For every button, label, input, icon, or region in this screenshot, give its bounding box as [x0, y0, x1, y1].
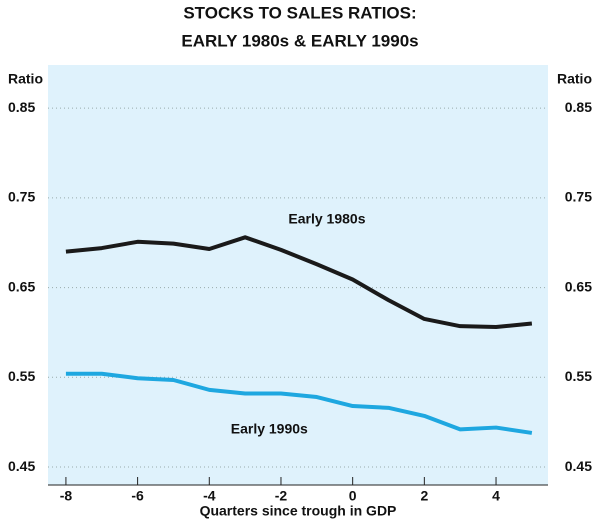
y-tick-label: 0.65 — [8, 278, 35, 294]
plot-area — [48, 65, 548, 485]
series-label: Early 1980s — [288, 211, 365, 227]
line-series — [65, 235, 533, 330]
y2-tick-label: 0.55 — [565, 368, 592, 384]
x-tick-label: -2 — [275, 488, 288, 504]
y-axis-label: Ratio — [8, 71, 43, 87]
x-tick-label: 2 — [420, 488, 428, 504]
y2-tick-label: 0.65 — [565, 278, 592, 294]
x-tick-label: -4 — [203, 488, 216, 504]
y2-tick-label: 0.45 — [565, 458, 592, 474]
x-axis-label: Quarters since trough in GDP — [200, 503, 397, 519]
y2-axis-label: Ratio — [557, 71, 592, 87]
y-tick-label: 0.75 — [8, 189, 35, 205]
line-series — [65, 371, 533, 435]
x-tick-label: -6 — [131, 488, 144, 504]
x-tick-label: -8 — [60, 488, 73, 504]
x-tick-label: 4 — [492, 488, 500, 504]
y-tick-label: 0.55 — [8, 368, 35, 384]
chart-title: EARLY 1980s & EARLY 1990s — [181, 31, 418, 50]
y-tick-label: 0.85 — [8, 99, 35, 115]
chart-title: STOCKS TO SALES RATIOS: — [183, 3, 416, 22]
x-tick-label: 0 — [349, 488, 357, 504]
y-tick-label: 0.45 — [8, 458, 35, 474]
y2-tick-label: 0.85 — [565, 99, 592, 115]
series-label: Early 1990s — [231, 421, 308, 437]
y2-tick-label: 0.75 — [565, 189, 592, 205]
